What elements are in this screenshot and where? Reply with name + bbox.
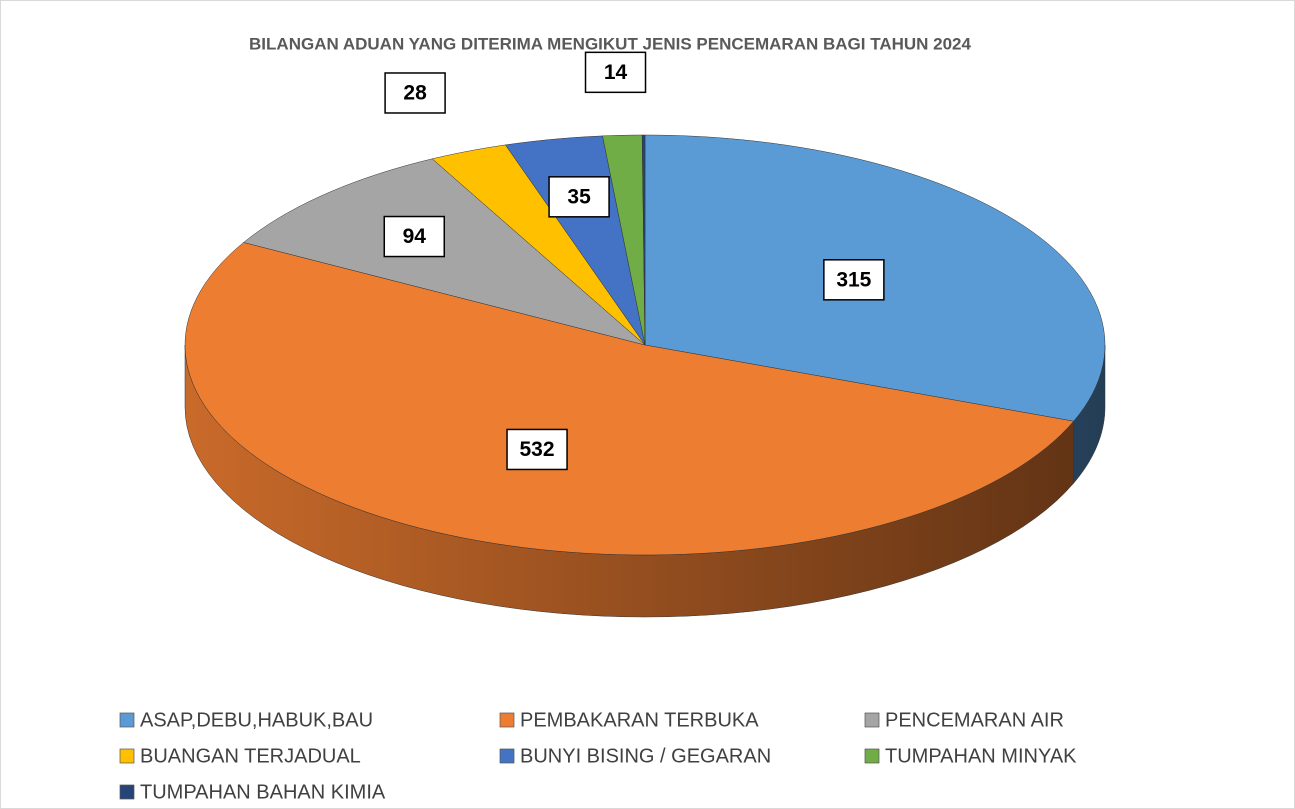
data-label: 532 [520, 438, 555, 461]
legend-label: TUMPAHAN MINYAK [885, 745, 1077, 767]
legend-label: PENCEMARAN AIR [885, 709, 1064, 731]
legend-swatch [119, 712, 135, 728]
legend-label: PEMBAKARAN TERBUKA [520, 709, 759, 731]
pie-slice [184, 242, 1075, 556]
legend-label: BUNYI BISING / GEGARAN [520, 745, 771, 767]
legend-swatch [499, 748, 515, 764]
data-label: 14 [604, 61, 628, 84]
chart-title: BILANGAN ADUAN YANG DITERIMA MENGIKUT JE… [249, 34, 971, 53]
data-label-box [823, 259, 885, 301]
legend-label: TUMPAHAN BAHAN KIMIA [140, 781, 386, 803]
data-label-box [506, 428, 568, 471]
legend-swatch [864, 748, 880, 764]
legend-swatch [499, 712, 515, 728]
legend-label: BUANGAN TERJADUAL [140, 745, 361, 767]
legend-swatch [119, 748, 135, 764]
data-label: 35 [567, 185, 591, 208]
data-label: 94 [403, 225, 427, 248]
data-label-box [384, 72, 446, 114]
data-label-box [584, 51, 647, 94]
legend-swatch [119, 784, 135, 800]
pie-slice [641, 134, 646, 346]
pie-slice [504, 135, 646, 346]
legend-label: ASAP,DEBU,HABUK,BAU [140, 709, 373, 731]
data-label-box [383, 215, 446, 258]
data-label: 28 [403, 82, 427, 105]
data-label-box [548, 176, 610, 218]
pie-slice [431, 144, 646, 346]
data-label: 315 [836, 268, 871, 291]
legend-swatch [864, 712, 880, 728]
